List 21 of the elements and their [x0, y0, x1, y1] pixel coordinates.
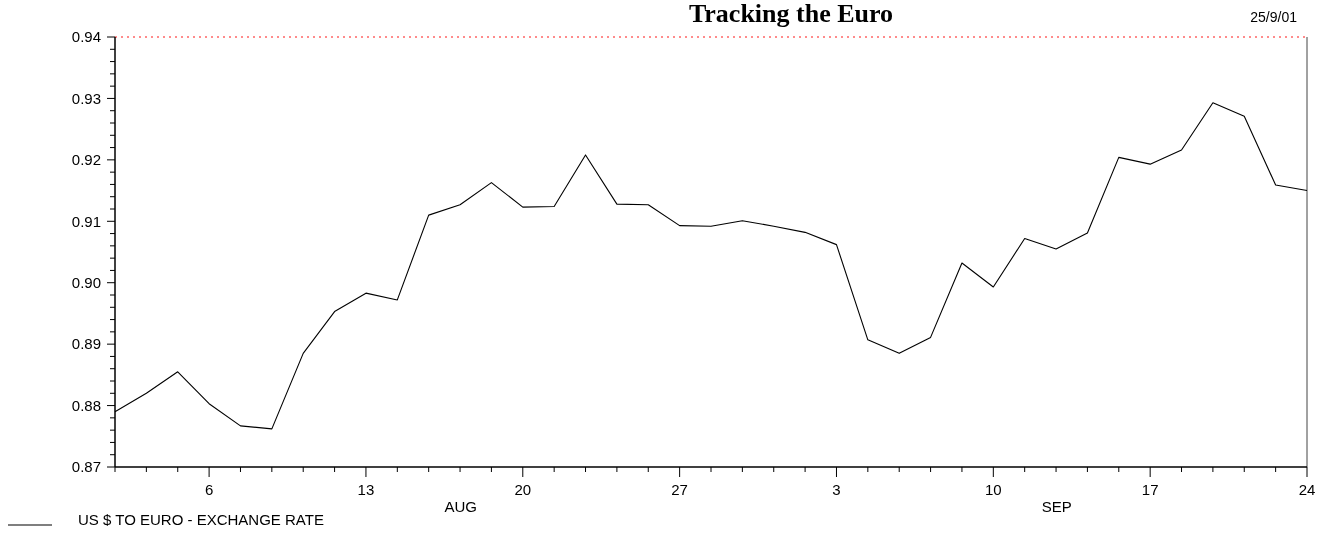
- y-tick-label: 0.88: [71, 396, 101, 414]
- y-tick-label: 0.87: [71, 458, 101, 476]
- x-tick-label: 13: [357, 481, 375, 498]
- x-tick-label: 20: [514, 481, 532, 498]
- x-tick-label: 6: [204, 481, 214, 498]
- x-tick-label: 24: [1298, 481, 1316, 498]
- x-tick-label: 10: [984, 481, 1002, 498]
- y-tick-label: 0.92: [71, 151, 101, 169]
- text: AUG: [444, 498, 477, 515]
- legend-label: US $ TO EURO - EXCHANGE RATE: [78, 511, 324, 528]
- y-tick-label: 0.93: [71, 89, 101, 107]
- x-tick-label: 17: [1141, 481, 1159, 498]
- y-tick-label: 0.89: [71, 335, 101, 353]
- chart-title: Tracking the Euro: [688, 0, 894, 28]
- y-tick-label: 0.94: [71, 28, 101, 46]
- y-tick-label: 0.91: [71, 212, 101, 230]
- x-tick-label: 3: [832, 481, 841, 498]
- x-tick-label: 27: [671, 481, 688, 498]
- y-tick-label: 0.90: [71, 273, 101, 291]
- text: 25/9/01: [1250, 9, 1298, 25]
- text: SEP: [1041, 498, 1072, 515]
